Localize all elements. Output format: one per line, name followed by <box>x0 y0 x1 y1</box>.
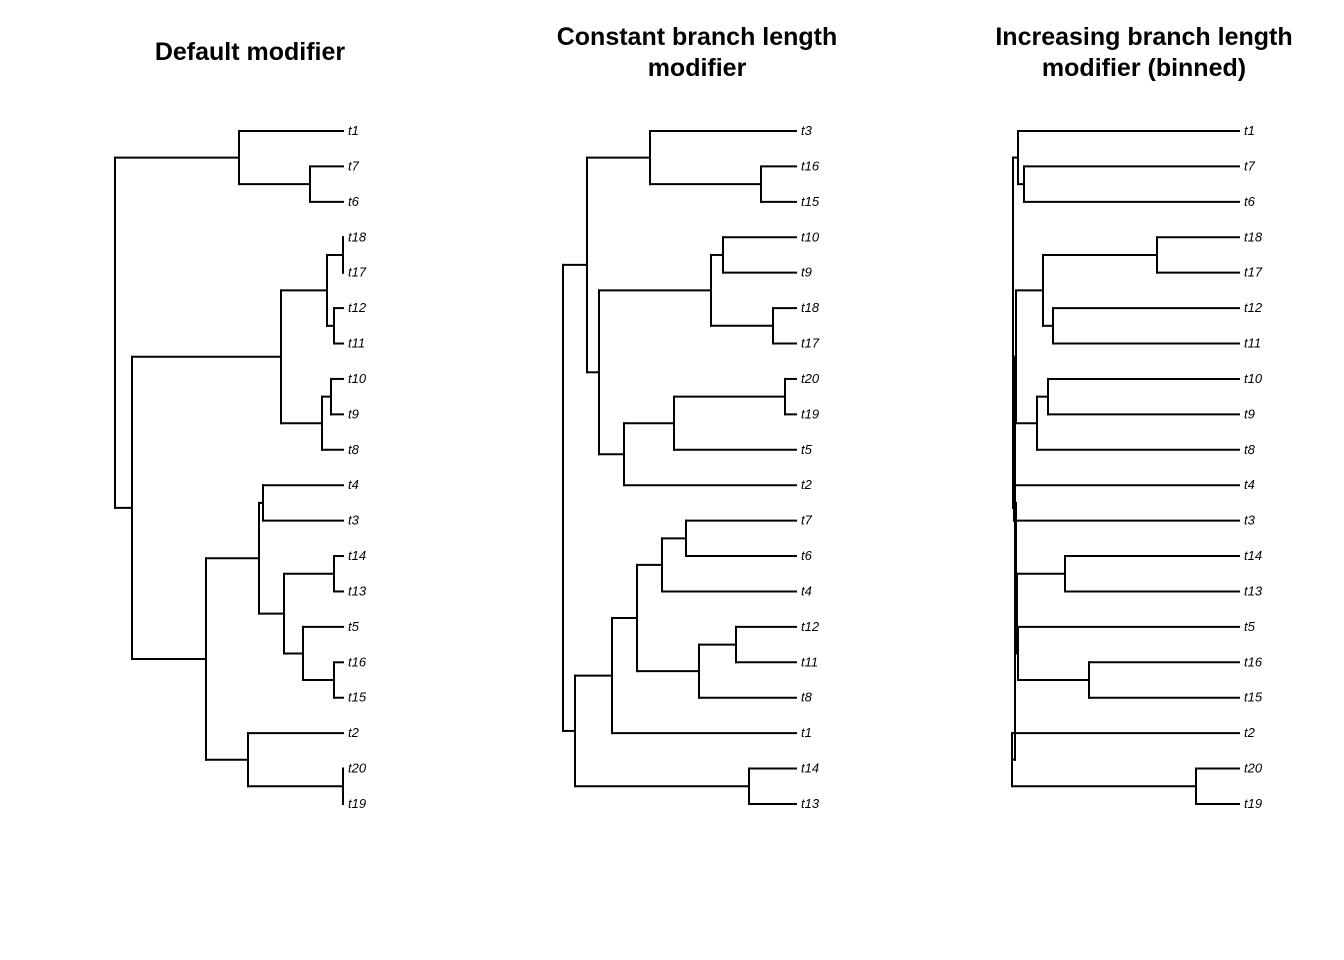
tip-label: t9 <box>348 406 359 421</box>
tip-label: t11 <box>348 336 365 351</box>
phylogenetic-tree: t1 t7 t6 t18 t17 t12 t11 t10 t9 t8 t4 t3 t14 t13 t5 t16… <box>114 123 367 811</box>
tip-label: t1 <box>801 725 812 740</box>
tip-label: t4 <box>1244 477 1255 492</box>
tip-label: t3 <box>1244 513 1256 528</box>
tip-label: t1 <box>1244 123 1255 138</box>
tip-label: t17 <box>1244 265 1263 280</box>
tip-label: t5 <box>348 619 360 634</box>
tip-label: t14 <box>801 761 819 776</box>
tip-label: t15 <box>348 690 367 705</box>
tip-label: t19 <box>348 796 366 811</box>
tip-label: t10 <box>1244 371 1263 386</box>
tip-label: t17 <box>801 336 820 351</box>
tip-label: t20 <box>348 761 367 776</box>
tip-label: t8 <box>801 690 813 705</box>
tip-label: t3 <box>348 513 360 528</box>
tip-label: t14 <box>1244 548 1262 563</box>
tip-label: t7 <box>801 513 813 528</box>
tip-label: t14 <box>348 548 366 563</box>
panel-title: Increasing branch length modifier (binne… <box>995 23 1293 82</box>
panel-constant-branch-length-modifier: Constant branch length modifier t3 t16 t15… <box>447 0 947 960</box>
tip-label: t2 <box>801 477 813 492</box>
tip-label: t3 <box>801 123 813 138</box>
tip-label: t10 <box>801 229 820 244</box>
tip-label: t4 <box>801 583 812 598</box>
tip-label: t6 <box>348 194 360 209</box>
tip-label: t7 <box>1244 158 1256 173</box>
tip-label: t17 <box>348 265 367 280</box>
tip-label: t10 <box>348 371 367 386</box>
tip-label: t6 <box>1244 194 1256 209</box>
tip-label: t2 <box>348 725 360 740</box>
phylogenetic-tree: t3 t16 t15 t10 t9 t18 t17 t20 t19 t5 t2 t7 t6 t4 t12 t1… <box>562 123 820 811</box>
tip-label: t19 <box>1244 796 1262 811</box>
tip-label: t6 <box>801 548 813 563</box>
tip-label: t12 <box>1244 300 1263 315</box>
tip-label: t16 <box>801 158 820 173</box>
tip-label: t1 <box>348 123 359 138</box>
tip-label: t16 <box>1244 654 1263 669</box>
tip-label: t16 <box>348 654 367 669</box>
tip-label: t18 <box>801 300 820 315</box>
tip-label: t20 <box>1244 761 1263 776</box>
tip-label: t15 <box>1244 690 1263 705</box>
tip-label: t12 <box>348 300 367 315</box>
tip-label: t8 <box>1244 442 1256 457</box>
tip-label: t8 <box>348 442 360 457</box>
tip-label: t15 <box>801 194 820 209</box>
tip-label: t5 <box>801 442 813 457</box>
panel-title: Constant branch length modifier <box>556 23 838 82</box>
tip-label: t19 <box>801 406 819 421</box>
tip-label: t9 <box>1244 406 1255 421</box>
tip-label: t2 <box>1244 725 1256 740</box>
panel-title: Default modifier <box>154 38 346 66</box>
tip-label: t12 <box>801 619 820 634</box>
tip-label: t18 <box>1244 229 1263 244</box>
tip-label: t5 <box>1244 619 1256 634</box>
panel-default-modifier: Default modifier t1 t7 t6 t18 t17 t12 t11 t10 t9… <box>0 0 500 960</box>
tip-label: t13 <box>801 796 820 811</box>
tip-label: t7 <box>348 158 360 173</box>
tip-label: t9 <box>801 265 812 280</box>
tip-label: t11 <box>1244 336 1261 351</box>
tip-label: t18 <box>348 229 367 244</box>
phylogenetic-tree: t1 t7 t6 t18 t17 t12 t11 t10 t9 t8 t4 t3 t14 t13 t5 t16… <box>1011 123 1263 811</box>
tip-label: t13 <box>348 583 367 598</box>
tip-label: t11 <box>801 654 818 669</box>
tip-label: t13 <box>1244 583 1263 598</box>
tip-label: t4 <box>348 477 359 492</box>
tip-label: t20 <box>801 371 820 386</box>
panel-increasing-branch-length-modifier: Increasing branch length modifier (binne… <box>894 0 1344 960</box>
